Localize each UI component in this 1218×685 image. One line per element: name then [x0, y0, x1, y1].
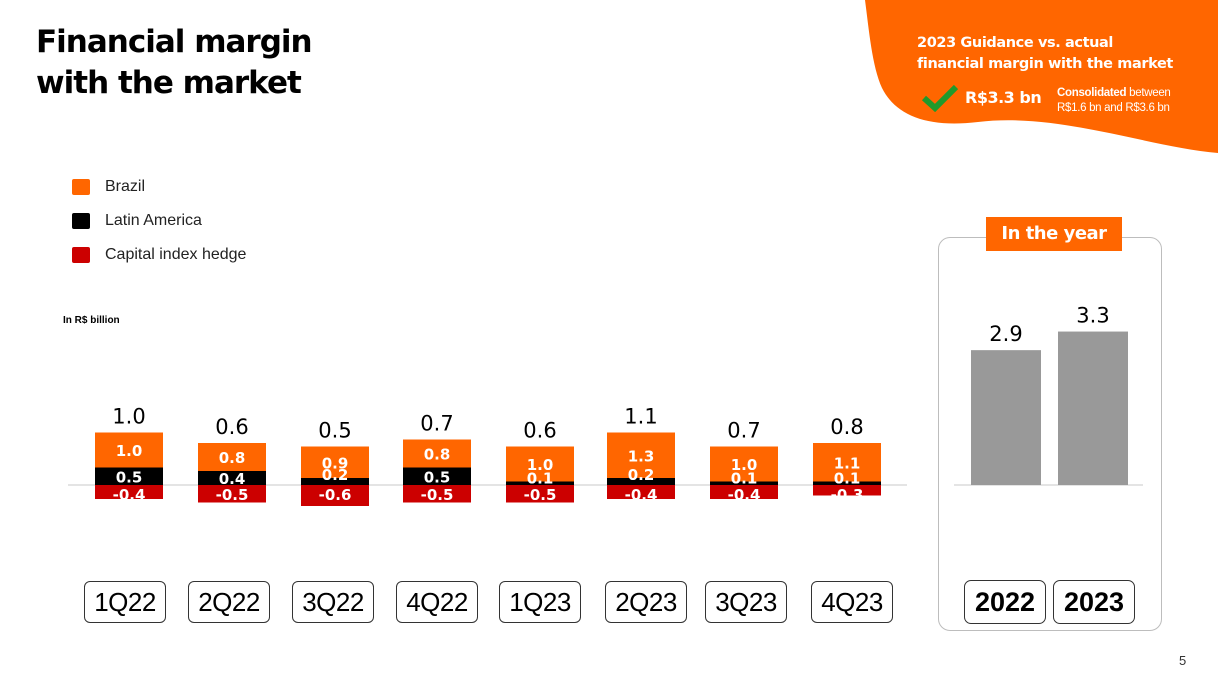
label-latin-america-4q22: 0.5: [424, 468, 451, 486]
guidance-background: [865, 0, 1218, 153]
page-title-line1: Financial margin: [36, 24, 313, 60]
bar-latin-america-3q23: [710, 481, 778, 485]
quarter-label-4q23: 4Q23: [811, 581, 893, 623]
year-panel-title: In the year: [986, 217, 1122, 251]
guidance-note: Consolidated between R$1.6 bn and R$3.6 …: [1057, 86, 1171, 116]
label-hedge-3q22: -0.6: [319, 486, 352, 504]
bar-hedge-4q22: [403, 485, 471, 503]
total-label-1q22: 1.0: [112, 405, 145, 429]
bar-year-2022: [971, 350, 1041, 485]
bar-latin-america-1q23: [506, 481, 574, 485]
guidance-title-line2: financial margin with the market: [917, 56, 1173, 72]
bar-brazil-2q22: [198, 443, 266, 471]
guidance-value: R$3.3 bn: [965, 88, 1042, 107]
label-brazil-2q22: 0.8: [219, 449, 246, 467]
label-hedge-4q23: -0.3: [831, 486, 864, 504]
legend-label-brazil: Brazil: [105, 178, 146, 195]
quarter-label-3q23: 3Q23: [705, 581, 787, 623]
bar-brazil-1q22: [95, 432, 163, 468]
total-label-4q22: 0.7: [420, 412, 453, 436]
label-brazil-3q22: 0.9: [322, 454, 349, 472]
guidance-note-bold: Consolidated: [1057, 87, 1127, 99]
total-label-4q23: 0.8: [830, 415, 863, 439]
total-label-3q23: 0.7: [727, 419, 760, 443]
label-brazil-1q22: 1.0: [116, 442, 143, 460]
bar-brazil-4q22: [403, 439, 471, 468]
bar-hedge-1q22: [95, 485, 163, 499]
bar-hedge-3q22: [301, 485, 369, 506]
bar-latin-america-3q22: [301, 478, 369, 485]
year-label-2022: 2022: [964, 580, 1046, 624]
total-label-2q22: 0.6: [215, 415, 248, 439]
bar-brazil-3q22: [301, 446, 369, 478]
guidance-note-rest: between: [1126, 87, 1171, 99]
label-hedge-4q22: -0.5: [421, 486, 454, 504]
label-hedge-2q22: -0.5: [216, 486, 249, 504]
total-label-3q22: 0.5: [318, 419, 351, 443]
label-latin-america-1q22: 0.5: [116, 468, 143, 486]
legend-label-capital-index-hedge: Capital index hedge: [105, 246, 247, 263]
quarter-label-2q22: 2Q22: [188, 581, 270, 623]
bar-hedge-2q23: [607, 485, 675, 499]
guidance-note-range: R$1.6 bn and R$3.6 bn: [1057, 102, 1170, 114]
value-label-year-2022: 2.9: [989, 322, 1022, 346]
label-latin-america-3q22: 0.2: [322, 466, 349, 484]
label-latin-america-3q23: 0.1: [731, 470, 758, 488]
bar-latin-america-1q22: [95, 467, 163, 485]
bar-brazil-2q23: [607, 432, 675, 478]
bar-year-2023: [1058, 331, 1128, 485]
label-brazil-3q23: 1.0: [731, 456, 758, 474]
label-brazil-2q23: 1.3: [628, 447, 655, 465]
legend-label-latin-america: Latin America: [105, 212, 202, 229]
bar-brazil-3q23: [710, 446, 778, 482]
page-title: Financial margin with the market: [36, 22, 313, 104]
label-hedge-2q23: -0.4: [625, 486, 658, 504]
bar-latin-america-2q22: [198, 471, 266, 485]
bar-brazil-1q23: [506, 446, 574, 482]
label-latin-america-2q23: 0.2: [628, 466, 655, 484]
label-brazil-4q23: 1.1: [834, 454, 861, 472]
legend-swatch-brazil: [72, 179, 90, 195]
bar-hedge-3q23: [710, 485, 778, 499]
quarter-label-4q22: 4Q22: [396, 581, 478, 623]
label-latin-america-2q22: 0.4: [219, 470, 246, 488]
label-hedge-3q23: -0.4: [728, 486, 761, 504]
total-label-1q23: 0.6: [523, 419, 556, 443]
page-number: 5: [1179, 653, 1187, 668]
page-title-line2: with the market: [36, 65, 302, 101]
bar-hedge-1q23: [506, 485, 574, 503]
bar-latin-america-4q23: [813, 481, 881, 485]
label-hedge-1q22: -0.4: [113, 486, 146, 504]
quarter-label-3q22: 3Q22: [292, 581, 374, 623]
year-label-2023: 2023: [1053, 580, 1135, 624]
bar-latin-america-2q23: [607, 478, 675, 485]
legend-swatch-capital-index-hedge: [72, 247, 90, 263]
label-latin-america-1q23: 0.1: [527, 470, 554, 488]
label-brazil-1q23: 1.0: [527, 456, 554, 474]
guidance-title: 2023 Guidance vs. actual financial margi…: [917, 33, 1173, 75]
chart-unit-label: In R$ billion: [63, 315, 120, 326]
label-latin-america-4q23: 0.1: [834, 470, 861, 488]
quarter-label-1q22: 1Q22: [84, 581, 166, 623]
checkmark-icon: [921, 84, 959, 112]
value-label-year-2023: 3.3: [1076, 304, 1109, 328]
label-brazil-4q22: 0.8: [424, 446, 451, 464]
bar-hedge-2q22: [198, 485, 266, 503]
quarter-label-1q23: 1Q23: [499, 581, 581, 623]
bar-latin-america-4q22: [403, 467, 471, 485]
guidance-title-line1: 2023 Guidance vs. actual: [917, 35, 1113, 51]
bar-brazil-4q23: [813, 443, 881, 482]
total-label-2q23: 1.1: [624, 405, 657, 429]
label-hedge-1q23: -0.5: [524, 486, 557, 504]
bar-hedge-4q23: [813, 485, 881, 496]
legend-swatch-latin-america: [72, 213, 90, 229]
quarter-label-2q23: 2Q23: [605, 581, 687, 623]
